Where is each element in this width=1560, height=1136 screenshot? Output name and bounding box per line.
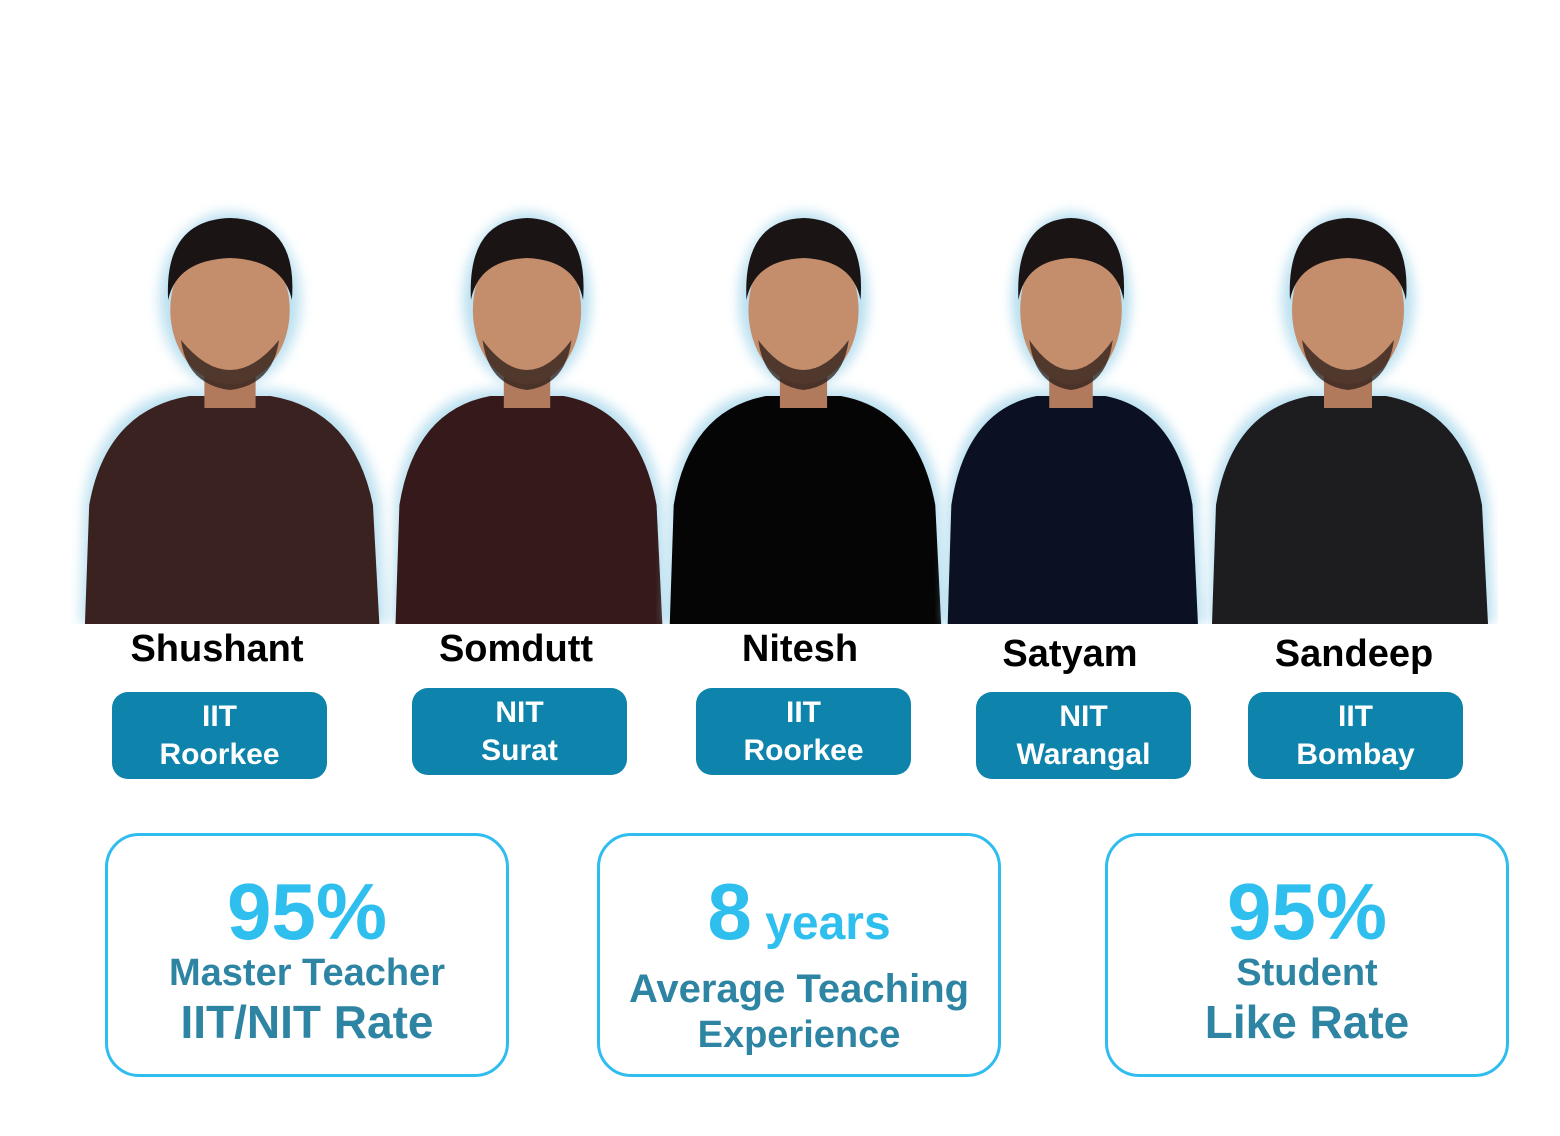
institute-badge: IIT Roorkee <box>112 692 327 779</box>
institute-badge: IIT Bombay <box>1248 692 1463 779</box>
institute-label: NIT <box>495 695 544 729</box>
institute-badge: IIT Roorkee <box>696 688 911 775</box>
institute-badge: NIT Surat <box>412 688 627 775</box>
shirt <box>395 396 663 624</box>
campus-label: Surat <box>481 733 558 767</box>
institute-label: IIT <box>202 699 237 733</box>
campus-label: Warangal <box>1016 737 1151 771</box>
institute-label: IIT <box>1338 699 1373 733</box>
stat-line2: Experience <box>697 1014 901 1056</box>
stat-value: 95% <box>226 867 388 956</box>
stat-line1: Master Teacher <box>169 952 445 994</box>
teacher-photo-satyam <box>935 200 1207 624</box>
institute-label: IIT <box>786 695 821 729</box>
shirt <box>947 396 1198 624</box>
stat-unit: years <box>751 897 891 950</box>
institute-badge: NIT Warangal <box>976 692 1191 779</box>
shirt <box>1212 396 1488 624</box>
teacher-name: Sandeep <box>1274 633 1434 675</box>
teacher-photo-sandeep <box>1198 200 1498 624</box>
stat-card-experience: 8 years Average Teaching Experience <box>597 833 1001 1077</box>
stat-value: 8 <box>707 867 752 956</box>
teacher-photo-nitesh <box>656 200 951 624</box>
teacher-photo-shushant <box>70 200 390 624</box>
campus-label: Bombay <box>1296 737 1415 771</box>
shirt <box>84 396 380 624</box>
stat-card-like-rate: 95% Student Like Rate <box>1105 833 1509 1077</box>
stat-value: 95% <box>1226 867 1388 956</box>
campus-label: Roorkee <box>743 733 864 767</box>
stat-line1: Student <box>1236 952 1378 994</box>
institute-label: NIT <box>1059 699 1108 733</box>
teacher-name: Shushant <box>130 628 304 670</box>
stat-line2: IIT/NIT Rate <box>180 996 434 1048</box>
teacher-photo-somdutt <box>382 200 672 624</box>
teacher-name: Nitesh <box>741 628 859 670</box>
stat-line2: Like Rate <box>1204 996 1410 1048</box>
stat-card-master-teacher: 95% Master Teacher IIT/NIT Rate <box>105 833 509 1077</box>
stat-line1: Average Teaching <box>628 967 970 1011</box>
teacher-name: Somdutt <box>438 628 594 670</box>
campus-label: Roorkee <box>159 737 280 771</box>
shirt <box>669 396 942 624</box>
teacher-name: Satyam <box>1002 633 1138 675</box>
